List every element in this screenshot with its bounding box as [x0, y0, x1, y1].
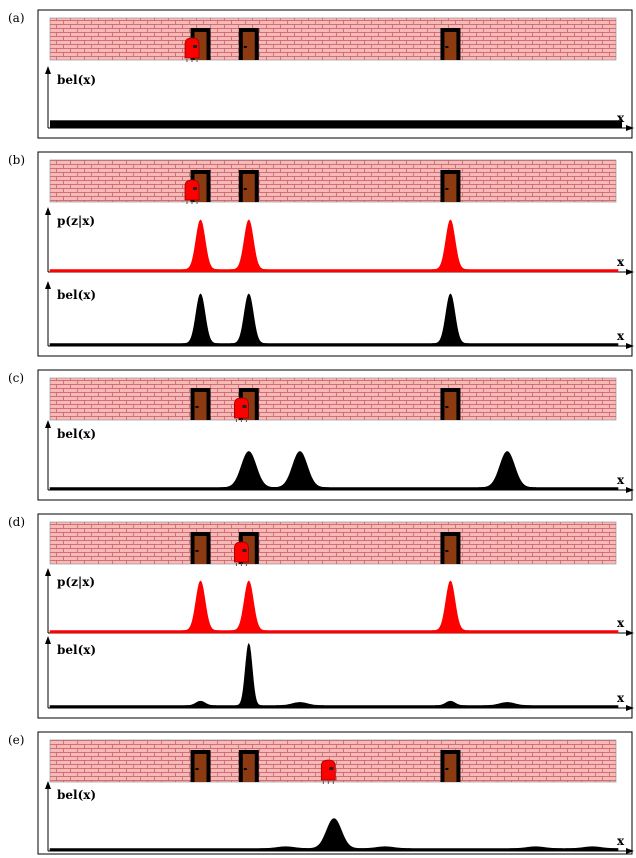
y-axis-arrow [45, 781, 51, 789]
y-axis-arrow [45, 207, 51, 215]
door [440, 532, 461, 564]
door [238, 170, 259, 202]
robot-icon [320, 759, 336, 784]
panel-frame [37, 151, 633, 357]
door [440, 750, 461, 782]
y-axis-title: bel(x) [57, 73, 96, 87]
y-axis-title: bel(x) [57, 427, 96, 441]
panel-label: (e) [8, 733, 24, 747]
x-axis-label: x [617, 616, 625, 630]
panel-frame [37, 9, 633, 139]
door [440, 28, 461, 60]
x-axis-label: x [617, 691, 625, 705]
uniform-belief-bar [50, 120, 622, 128]
plot-belief: bel(x) x [45, 781, 634, 854]
panel-frame [37, 369, 633, 501]
distribution-curve [49, 451, 619, 491]
door [440, 170, 461, 202]
y-axis-arrow [45, 568, 51, 576]
door [190, 388, 211, 420]
robot-icon [184, 179, 200, 204]
robot-icon [184, 37, 200, 62]
brick-wall [49, 17, 617, 61]
x-axis-arrow [626, 343, 634, 349]
door [190, 532, 211, 564]
plot-likelihood: p(z|x) x [45, 207, 634, 275]
panel-a: (a) bel(x) x [8, 9, 634, 139]
distribution-curve [49, 580, 619, 634]
distribution-curve [49, 293, 619, 347]
x-axis-label: x [617, 834, 625, 848]
brick-wall [49, 521, 617, 565]
x-axis-label: x [617, 329, 625, 343]
y-axis-title: bel(x) [57, 288, 96, 302]
robot-icon [234, 397, 249, 422]
plot-belief: bel(x) x [45, 420, 634, 493]
panel-label: (c) [8, 371, 24, 385]
plot-likelihood: p(z|x) x [45, 568, 634, 636]
y-axis-arrow [45, 636, 51, 644]
distribution-curve [49, 219, 619, 273]
robot-icon [234, 541, 249, 566]
y-axis-title: bel(x) [57, 643, 96, 657]
door [190, 750, 211, 782]
y-axis-arrow [45, 420, 51, 428]
x-axis-arrow [626, 630, 634, 636]
x-axis-arrow [626, 848, 634, 854]
panel-frame [37, 731, 633, 855]
plot-belief: bel(x) x [45, 281, 634, 349]
panel-c: (c) bel(x) x [8, 369, 634, 501]
x-axis-label: x [617, 255, 625, 269]
panel-d: (d) p(z|x) x bel(x) x [8, 513, 634, 719]
panel-label: (d) [8, 515, 25, 529]
y-axis-arrow [45, 66, 51, 74]
panel-frame [37, 513, 633, 719]
y-axis-title: p(z|x) [57, 575, 95, 589]
x-axis-arrow [626, 705, 634, 711]
panel-b: (b) p(z|x) x bel(x) x [8, 151, 634, 357]
plot-belief: bel(x) x [45, 636, 634, 711]
panel-label: (a) [8, 11, 25, 25]
door [238, 750, 259, 782]
x-axis-label: x [617, 473, 625, 487]
x-axis-arrow [626, 487, 634, 493]
door [238, 28, 259, 60]
x-axis-label: x [617, 111, 625, 125]
distribution-curve [49, 818, 619, 852]
panel-e: (e) bel(x) x [8, 731, 634, 855]
y-axis-title: p(z|x) [57, 214, 95, 228]
panel-label: (b) [8, 153, 25, 167]
y-axis-title: bel(x) [57, 788, 96, 802]
x-axis-arrow [626, 269, 634, 275]
brick-wall [49, 377, 617, 421]
brick-wall [49, 159, 617, 203]
plot-belief: bel(x) x [45, 66, 634, 131]
x-axis-arrow [626, 125, 634, 131]
y-axis-arrow [45, 281, 51, 289]
door [440, 388, 461, 420]
distribution-curve [49, 642, 619, 709]
